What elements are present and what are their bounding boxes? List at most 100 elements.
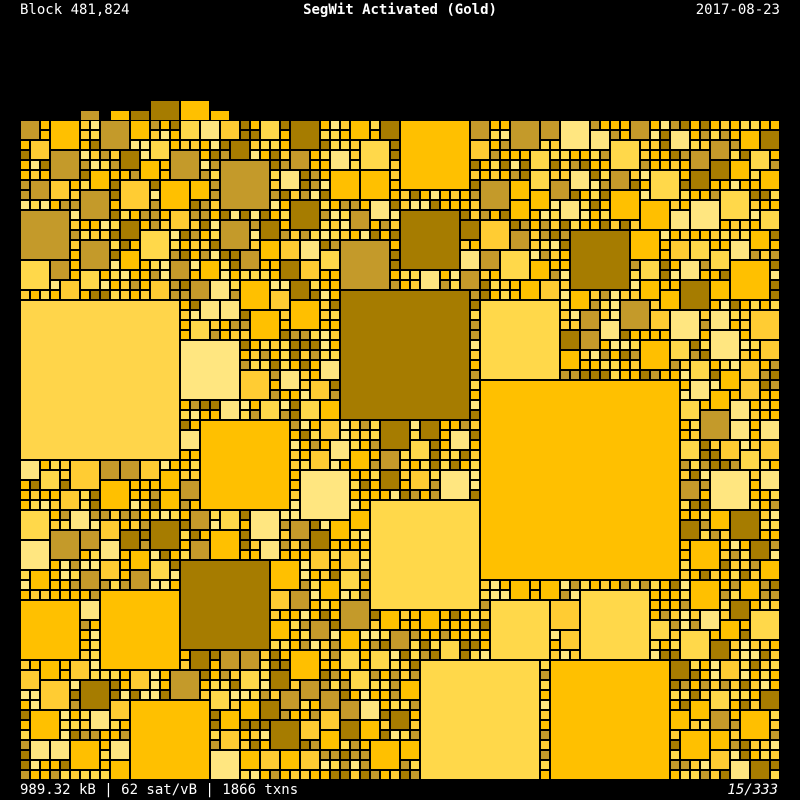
tx-tile — [330, 350, 340, 360]
tx-tile — [300, 400, 320, 420]
tx-tile — [340, 200, 350, 210]
tx-tile — [90, 150, 100, 160]
tx-tile — [360, 140, 390, 170]
tx-tile — [210, 180, 220, 190]
tx-tile — [680, 190, 690, 200]
tx-tile — [170, 120, 180, 130]
tx-tile — [220, 320, 230, 330]
tx-tile — [50, 490, 60, 500]
tx-tile — [740, 650, 750, 660]
tx-tile — [270, 190, 280, 200]
tx-tile — [670, 130, 690, 150]
tx-tile — [580, 190, 590, 200]
tx-tile — [330, 650, 340, 660]
tx-tile — [380, 420, 410, 450]
tx-tile — [140, 220, 150, 230]
tx-tile — [80, 650, 90, 660]
tx-tile — [420, 630, 430, 640]
tx-tile — [50, 180, 70, 200]
tx-tile — [280, 750, 300, 770]
tx-tile — [230, 270, 240, 280]
tx-tile — [20, 170, 30, 180]
tx-tile — [80, 150, 90, 160]
tx-tile — [210, 720, 220, 730]
tx-tile — [270, 670, 290, 690]
tx-tile — [340, 690, 350, 700]
tx-tile — [370, 500, 480, 610]
tx-tile — [730, 120, 740, 130]
tx-tile — [460, 630, 470, 640]
tx-tile — [760, 600, 770, 610]
tx-tile — [160, 120, 170, 130]
tx-tile — [20, 720, 30, 730]
tx-tile — [280, 610, 290, 620]
tx-tile — [580, 330, 600, 350]
tx-tile — [770, 730, 780, 740]
tx-tile — [700, 660, 710, 670]
tx-tile — [180, 280, 190, 290]
tx-tile — [180, 500, 190, 510]
tx-tile — [460, 210, 470, 220]
tx-tile — [300, 470, 350, 520]
tx-tile — [80, 130, 90, 140]
tx-tile — [750, 350, 760, 360]
tx-tile — [300, 420, 310, 430]
tx-tile — [500, 160, 510, 170]
tx-tile — [360, 630, 370, 640]
tx-tile — [20, 590, 30, 600]
tx-tile — [670, 270, 680, 280]
tx-tile — [160, 490, 180, 510]
tx-tile — [600, 170, 610, 180]
tx-tile — [20, 750, 30, 760]
tx-tile — [80, 490, 90, 500]
tx-tile — [770, 650, 780, 660]
tx-tile — [260, 240, 280, 260]
tx-tile — [540, 250, 550, 260]
tx-tile — [330, 290, 340, 300]
tx-tile — [650, 580, 660, 590]
tx-tile — [770, 540, 780, 550]
tx-tile — [360, 770, 370, 780]
tx-tile — [720, 580, 730, 590]
tx-tile — [130, 480, 140, 490]
tx-tile — [150, 260, 160, 270]
tx-tile — [730, 260, 770, 300]
tx-tile — [770, 460, 780, 470]
tx-tile — [500, 580, 510, 590]
tx-tile — [340, 670, 350, 680]
tx-tile — [140, 290, 150, 300]
tx-tile — [360, 420, 370, 430]
tx-tile — [340, 680, 350, 690]
tx-tile — [730, 390, 740, 400]
tx-tile — [180, 230, 190, 240]
tx-tile — [130, 490, 140, 500]
tx-tile — [470, 620, 480, 630]
tx-tile — [100, 590, 180, 670]
tx-tile — [470, 460, 480, 470]
tx-tile — [170, 210, 190, 230]
tx-tile — [670, 620, 680, 630]
tx-tile — [660, 270, 670, 280]
tx-tile — [30, 710, 60, 740]
tx-tile — [700, 680, 710, 690]
tx-tile — [710, 630, 720, 640]
tx-tile — [170, 670, 200, 700]
tx-tile — [740, 320, 750, 330]
tx-tile — [680, 700, 690, 710]
tx-tile — [470, 450, 480, 460]
tx-tile — [290, 350, 300, 360]
tx-tile — [470, 190, 480, 200]
tx-tile — [220, 400, 240, 420]
tx-tile — [540, 140, 550, 150]
tx-tile — [750, 120, 760, 130]
tx-tile — [590, 130, 610, 150]
tx-tile — [490, 590, 500, 600]
tx-tile — [240, 280, 270, 310]
tx-tile — [730, 220, 740, 230]
tx-tile — [700, 190, 710, 200]
tx-tile — [510, 200, 530, 220]
tx-tile — [370, 740, 400, 770]
tx-tile — [770, 500, 780, 510]
tx-tile — [690, 120, 700, 130]
tx-tile — [680, 570, 690, 580]
